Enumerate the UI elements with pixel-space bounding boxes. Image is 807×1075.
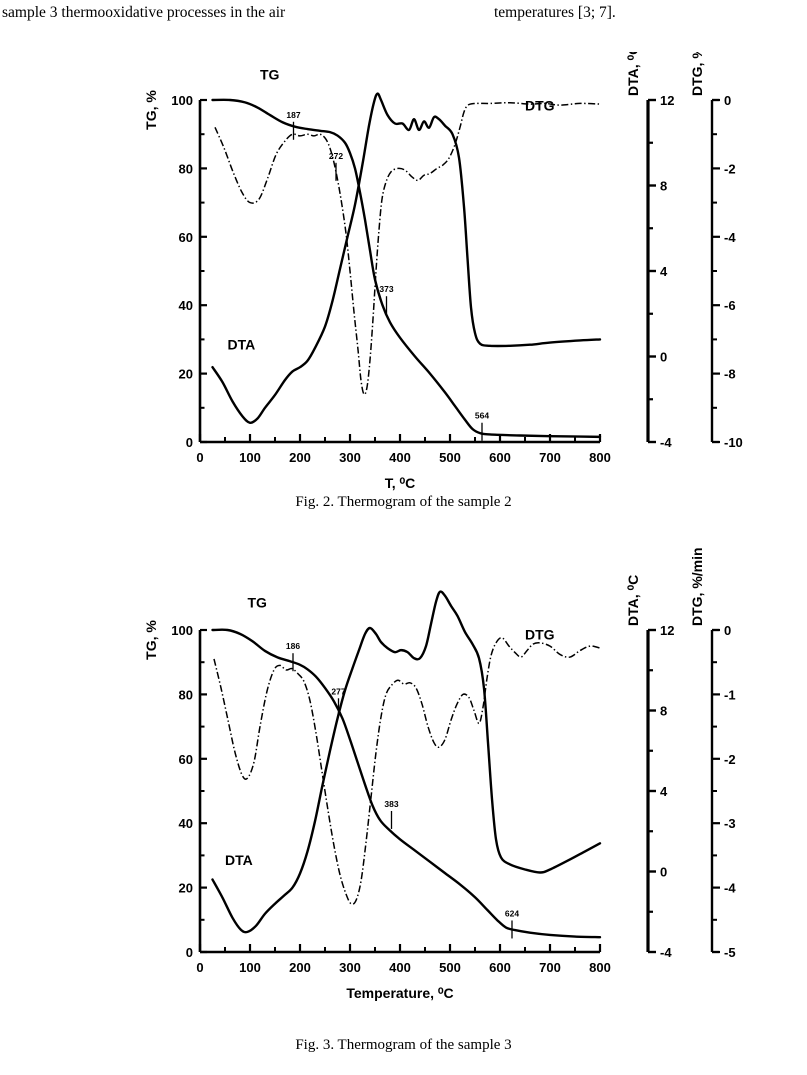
curve-dtg bbox=[213, 636, 601, 905]
tg-axis-ticklabel: 100 bbox=[171, 93, 193, 108]
dtg-axis-ticklabel: -8 bbox=[724, 367, 736, 382]
dta-axis-ticklabel: 0 bbox=[660, 865, 667, 880]
curve-dtg bbox=[214, 101, 601, 396]
tg-axis-title: TG, % bbox=[143, 620, 159, 660]
curve-dta bbox=[211, 92, 602, 424]
dtg-axis-ticklabel: -1 bbox=[724, 687, 736, 702]
annotation-label: 277 bbox=[331, 686, 345, 696]
dtg-axis-ticklabel: 0 bbox=[724, 93, 731, 108]
annotation-label: 373 bbox=[379, 284, 393, 294]
tg-axis-ticklabel: 20 bbox=[179, 367, 193, 382]
annotation-label: 383 bbox=[384, 799, 398, 809]
x-axis-ticklabel: 0 bbox=[196, 960, 203, 975]
tg-axis-title: TG, % bbox=[143, 90, 159, 130]
tg-axis-ticklabel: 40 bbox=[179, 816, 193, 831]
x-axis-ticklabel: 800 bbox=[589, 450, 611, 465]
thermogram-chart-sample-2: 0 20 40 60 80 100 TG, % 0 100 200 300 400 500 600 700 8… bbox=[0, 52, 807, 492]
dta-axis-ticklabel: 4 bbox=[660, 784, 668, 799]
dta-axis-ticklabel: 12 bbox=[660, 623, 674, 638]
dta-axis-title: DTA, ⁰C bbox=[625, 52, 641, 96]
x-axis-ticklabel: 500 bbox=[439, 960, 461, 975]
body-text-right-column: temperatures [3; 7]. bbox=[494, 4, 616, 21]
x-axis-ticklabel: 100 bbox=[239, 960, 261, 975]
curve-label-tg: TG bbox=[248, 594, 268, 610]
dtg-axis-title: DTG, %/min bbox=[689, 52, 705, 96]
x-axis-ticklabel: 100 bbox=[239, 450, 261, 465]
tg-axis-ticklabel: 80 bbox=[179, 161, 193, 176]
x-axis-ticklabel: 700 bbox=[539, 960, 561, 975]
x-axis-ticklabel: 600 bbox=[489, 960, 511, 975]
x-axis-ticklabel: 300 bbox=[339, 450, 361, 465]
dtg-axis-ticklabel: -4 bbox=[724, 230, 736, 245]
figure-caption-3: Fig. 3. Thermogram of the sample 3 bbox=[295, 1037, 512, 1053]
dtg-axis-ticklabel: 0 bbox=[724, 623, 731, 638]
dtg-axis-ticklabel: -2 bbox=[724, 752, 736, 767]
tg-axis-ticklabel: 100 bbox=[171, 623, 193, 638]
dtg-axis-ticklabel: -3 bbox=[724, 816, 736, 831]
thermogram-chart-sample-3: 0 20 40 60 80 100 TG, % 0 100 200 300 400 500 600 700 8… bbox=[0, 540, 807, 1020]
tg-axis-ticklabel: 0 bbox=[186, 945, 193, 960]
x-axis-title: Temperature, ⁰C bbox=[346, 985, 453, 1001]
x-axis-ticklabel: 0 bbox=[196, 450, 203, 465]
dtg-axis-ticklabel: -2 bbox=[724, 161, 736, 176]
x-axis-title: T, ⁰C bbox=[385, 475, 416, 491]
dta-axis-ticklabel: 4 bbox=[660, 264, 668, 279]
body-text-left-column: sample 3 thermooxidative processes in th… bbox=[2, 4, 286, 21]
curve-label-dta: DTA bbox=[225, 852, 253, 868]
dta-axis-ticklabel: 12 bbox=[660, 93, 674, 108]
curve-label-dtg: DTG bbox=[525, 97, 555, 113]
curve-tg bbox=[211, 98, 602, 439]
x-axis-ticklabel: 200 bbox=[289, 960, 311, 975]
tg-axis-ticklabel: 60 bbox=[179, 752, 193, 767]
tg-axis-ticklabel: 80 bbox=[179, 687, 193, 702]
x-axis-ticklabel: 600 bbox=[489, 450, 511, 465]
curve-label-dtg: DTG bbox=[525, 627, 555, 643]
dta-axis-ticklabel: 0 bbox=[660, 350, 667, 365]
x-axis-ticklabel: 700 bbox=[539, 450, 561, 465]
x-axis-ticklabel: 200 bbox=[289, 450, 311, 465]
curve-tg bbox=[211, 628, 602, 939]
curve-label-dta: DTA bbox=[228, 337, 256, 353]
annotation-label: 624 bbox=[505, 908, 519, 918]
dta-axis-ticklabel: -4 bbox=[660, 945, 672, 960]
annotation-label: 564 bbox=[475, 411, 489, 421]
dtg-axis-ticklabel: -6 bbox=[724, 298, 736, 313]
annotation-label: 186 bbox=[286, 641, 300, 651]
figure-caption-2: Fig. 2. Thermogram of the sample 2 bbox=[295, 494, 512, 510]
dtg-axis-ticklabel: -4 bbox=[724, 881, 736, 896]
dta-axis-ticklabel: 8 bbox=[660, 704, 667, 719]
tg-axis-ticklabel: 60 bbox=[179, 230, 193, 245]
annotation-label: 272 bbox=[329, 151, 343, 161]
x-axis-ticklabel: 300 bbox=[339, 960, 361, 975]
dta-axis-ticklabel: -4 bbox=[660, 435, 672, 450]
annotation-label: 187 bbox=[286, 110, 300, 120]
curve-dta bbox=[211, 590, 602, 934]
dtg-axis-ticklabel: -10 bbox=[724, 435, 743, 450]
tg-axis-ticklabel: 40 bbox=[179, 298, 193, 313]
dta-axis-title: DTA, ⁰C bbox=[625, 575, 641, 626]
tg-axis-ticklabel: 0 bbox=[186, 435, 193, 450]
dta-axis-ticklabel: 8 bbox=[660, 179, 667, 194]
dtg-axis-ticklabel: -5 bbox=[724, 945, 736, 960]
tg-axis-ticklabel: 20 bbox=[179, 881, 193, 896]
x-axis-ticklabel: 400 bbox=[389, 450, 411, 465]
x-axis-ticklabel: 400 bbox=[389, 960, 411, 975]
x-axis-ticklabel: 800 bbox=[589, 960, 611, 975]
curve-label-tg: TG bbox=[260, 66, 280, 82]
dtg-axis-title: DTG, %/min bbox=[689, 547, 705, 626]
x-axis-ticklabel: 500 bbox=[439, 450, 461, 465]
